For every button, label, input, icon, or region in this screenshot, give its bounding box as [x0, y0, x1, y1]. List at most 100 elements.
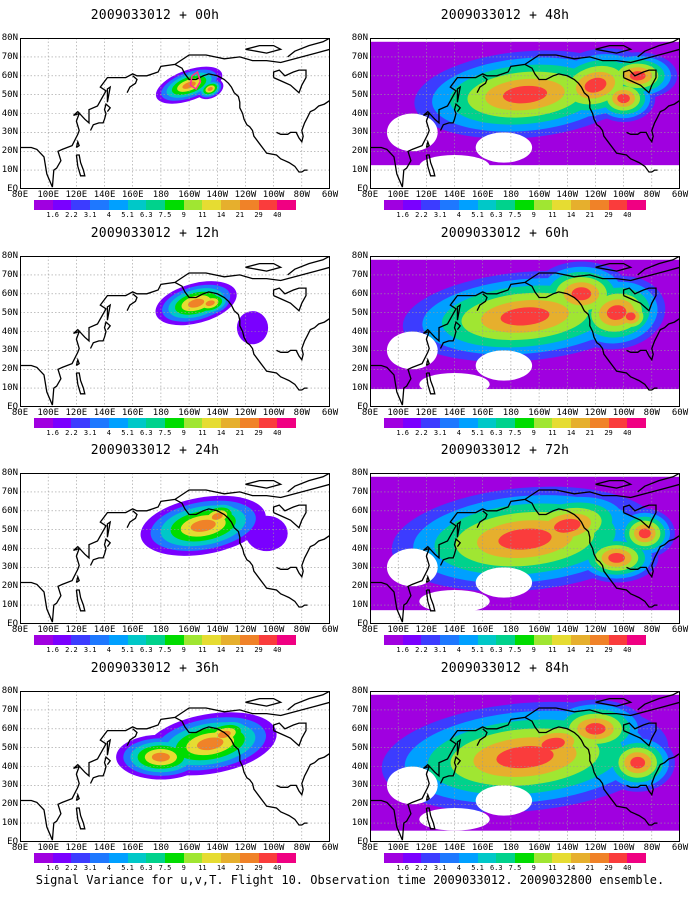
latitude-tick-label: 10N — [1, 600, 18, 611]
colorbar — [384, 418, 647, 428]
colorbar-level-label: 4 — [456, 646, 461, 654]
colorbar-level-label: 3.1 — [433, 211, 447, 219]
colorbar-level-label: 11 — [548, 429, 557, 437]
colorbar-level-label: 7.5 — [508, 864, 522, 872]
longitude-tick-label: 140E — [443, 190, 466, 200]
colorbar-swatch — [183, 418, 203, 428]
colorbar-level-label: 4 — [456, 429, 461, 437]
coastline — [75, 357, 80, 367]
coastline — [425, 807, 436, 830]
longitude-tick-label: 180 — [152, 408, 170, 418]
coastline — [20, 483, 330, 623]
colorbar-swatch — [108, 853, 128, 863]
colorbar-level-label: 14 — [216, 429, 226, 437]
colorbar-labels: 1.6 2.2 3.1 4 5.1 6.3 7.5 9 11 14 21 29 40 — [34, 430, 296, 438]
coastline — [20, 48, 330, 188]
colorbar-swatch — [239, 635, 259, 645]
longitude-tick-label: 140E — [443, 625, 466, 635]
colorbar-swatch — [221, 200, 240, 210]
colorbar-level-label: 1.6 — [396, 646, 410, 654]
latitude-tick-label: 80N — [351, 686, 368, 696]
longitude-tick-label: 80E — [361, 843, 379, 853]
panel-title: 2009033012 + 36h — [90, 661, 220, 676]
colorbar-swatch — [440, 635, 459, 645]
longitude-tick-label: 160W — [178, 843, 200, 853]
coastline — [174, 498, 308, 608]
coastline — [75, 139, 80, 149]
colorbar-swatch — [221, 635, 240, 645]
colorbar-swatch — [34, 418, 53, 428]
coastline — [425, 589, 436, 612]
map-panel: 2009033012 + 84h 80N 70N 60N 50N 40N 30N 20N 10N… — [350, 653, 690, 873]
colorbar-level-label: 6.3 — [139, 864, 153, 872]
colorbar-swatch — [239, 200, 259, 210]
colorbar-level-label: 3.1 — [433, 429, 447, 437]
colorbar-labels: 1.6 2.2 3.1 4 5.1 6.3 7.5 9 11 14 21 29 40 — [384, 430, 646, 438]
colorbar-level-label: 4 — [106, 864, 111, 872]
longitude-tick-label: 180 — [502, 408, 520, 418]
coastline — [456, 303, 462, 321]
longitude-tick-label: 180 — [152, 190, 170, 200]
colorbar-level-label: 4 — [106, 211, 111, 219]
colorbar-level-label: 2.2 — [65, 646, 78, 654]
longitude-tick-label: 140W — [556, 625, 579, 635]
colorbar-swatch — [421, 635, 441, 645]
latitude-tick-label: EQ — [7, 184, 18, 194]
latitude-tick-label: 30N — [351, 345, 368, 356]
variance-contour — [606, 305, 627, 320]
colorbar-swatch — [515, 418, 534, 428]
coastline — [595, 697, 633, 707]
longitude-tick-label: 140E — [443, 408, 466, 418]
colorbar-level-label: 29 — [254, 864, 263, 872]
coastline — [106, 85, 112, 103]
variance-contour — [630, 756, 646, 769]
longitude-tick-label: 120E — [65, 625, 88, 635]
colorbar-swatch — [239, 418, 259, 428]
variance-map: 80N 70N 60N 50N 40N 30N 20N 10N EQ 80E 100E 120E 140… — [2, 34, 338, 200]
colorbar-level-label: 1.6 — [46, 429, 60, 437]
coastline — [626, 99, 680, 144]
longitude-tick-label: 100E — [37, 190, 60, 200]
colorbar-swatch — [421, 853, 441, 863]
longitude-tick-label: 100E — [37, 843, 60, 853]
coastline — [287, 473, 330, 493]
latitude-tick-label: 40N — [351, 761, 368, 772]
colorbar-swatch — [515, 635, 534, 645]
map-panel: 2009033012 + 00h 80N 70N 60N 50N 40N 30N 20N 10N… — [0, 0, 340, 220]
colorbar-level-label: 7.5 — [508, 211, 522, 219]
variance-map: 80N 70N 60N 50N 40N 30N 20N 10N EQ 80E 100E 120E 140… — [2, 469, 338, 635]
map-frame — [20, 38, 330, 189]
coastline — [456, 738, 462, 756]
colorbar — [384, 635, 647, 645]
coastline — [75, 154, 86, 177]
colorbar-swatch — [571, 853, 590, 863]
longitude-tick-label: 80W — [643, 843, 660, 853]
longitude-tick-label: 100W — [262, 625, 285, 635]
colorbar-level-label: 2.2 — [415, 646, 428, 654]
longitude-tick-label: 140W — [206, 843, 229, 853]
longitude-tick-label: 80W — [293, 190, 310, 200]
latitude-tick-label: 60N — [351, 723, 368, 734]
longitude-tick-label: 80E — [361, 190, 379, 200]
latitude-tick-label: 50N — [351, 524, 368, 535]
coastline — [75, 574, 80, 584]
latitude-tick-label: 50N — [351, 742, 368, 753]
colorbar-level-label: 9 — [181, 864, 186, 872]
coastline — [626, 317, 680, 362]
longitude-tick-label: 100E — [387, 408, 410, 418]
low-variance-region — [475, 785, 533, 816]
longitude-tick-label: 160W — [528, 625, 550, 635]
colorbar-swatch — [108, 635, 128, 645]
colorbar-level-label: 14 — [566, 211, 576, 219]
colorbar-swatch — [402, 635, 422, 645]
latitude-tick-label: 10N — [1, 165, 18, 176]
latitude-tick-label: 20N — [351, 581, 368, 592]
colorbar-level-label: 21 — [235, 429, 245, 437]
colorbar — [384, 853, 647, 863]
colorbar-swatch — [277, 635, 297, 645]
colorbar-level-label: 3.1 — [83, 429, 97, 437]
latitude-tick-label: 30N — [1, 345, 18, 356]
longitude-tick-label: 100W — [612, 843, 635, 853]
colorbar-swatch — [127, 635, 147, 645]
latitude-tick-label: 70N — [1, 486, 18, 497]
